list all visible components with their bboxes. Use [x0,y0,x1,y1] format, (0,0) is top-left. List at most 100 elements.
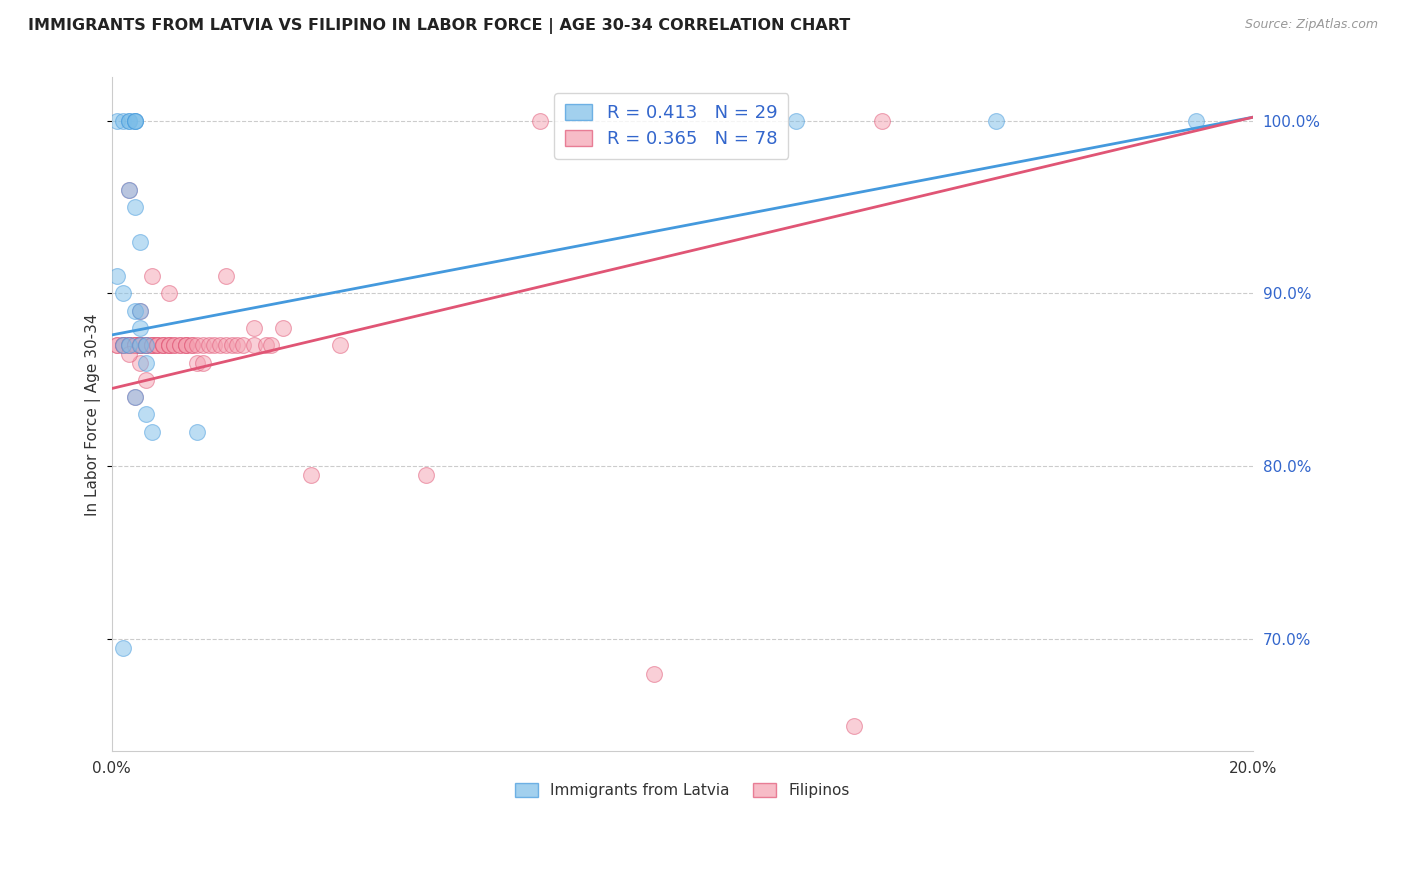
Point [197,338,219,352]
Point [209,338,232,352]
Point [129,338,152,352]
Point [129,303,152,318]
Point [180,338,202,352]
Point [135,338,157,352]
Point [112,338,135,352]
Point [204,338,226,352]
Point [135,356,157,370]
Point [169,338,191,352]
Point [124,338,146,352]
Point [129,303,152,318]
Point [124,390,146,404]
Point [118,183,141,197]
Point [529,113,551,128]
Point [107,338,129,352]
Point [124,200,146,214]
Point [135,338,157,352]
Point [141,338,163,352]
Point [186,425,208,439]
Point [215,338,238,352]
Point [135,338,157,352]
Point [118,113,141,128]
Point [329,338,352,352]
Point [163,338,186,352]
Text: Source: ZipAtlas.com: Source: ZipAtlas.com [1244,18,1378,31]
Point [118,113,141,128]
Point [169,338,191,352]
Point [146,338,169,352]
Point [141,338,163,352]
Point [260,338,283,352]
Point [118,347,141,361]
Point [129,338,152,352]
Point [215,269,238,284]
Point [163,338,186,352]
Point [141,269,163,284]
Point [157,338,180,352]
Point [842,718,865,732]
Point [785,113,807,128]
Point [254,338,277,352]
Point [643,666,665,681]
Point [124,113,146,128]
Point [112,286,135,301]
Point [129,338,152,352]
Point [146,338,169,352]
Point [135,373,157,387]
Point [1185,113,1208,128]
Text: IMMIGRANTS FROM LATVIA VS FILIPINO IN LABOR FORCE | AGE 30-34 CORRELATION CHART: IMMIGRANTS FROM LATVIA VS FILIPINO IN LA… [28,18,851,34]
Point [152,338,174,352]
Point [107,338,129,352]
Point [129,338,152,352]
Point [107,113,129,128]
Point [157,338,180,352]
Point [271,321,294,335]
Point [226,338,249,352]
Point [118,183,141,197]
Point [157,286,180,301]
Point [118,338,141,352]
Point [118,338,141,352]
Point [112,640,135,655]
Point [112,338,135,352]
Point [174,338,197,352]
Point [118,338,141,352]
Point [118,338,141,352]
Point [191,338,214,352]
Point [243,338,266,352]
Point [124,303,146,318]
Point [135,338,157,352]
Point [146,338,169,352]
Point [221,338,243,352]
Legend: Immigrants from Latvia, Filipinos: Immigrants from Latvia, Filipinos [509,777,855,805]
Point [232,338,254,352]
Point [186,338,208,352]
Point [301,467,323,482]
Point [135,408,157,422]
Point [124,113,146,128]
Point [157,338,180,352]
Point [129,321,152,335]
Point [129,356,152,370]
Point [141,425,163,439]
Point [152,338,174,352]
Point [124,338,146,352]
Point [129,338,152,352]
Point [124,390,146,404]
Point [174,338,197,352]
Point [112,338,135,352]
Point [141,338,163,352]
Point [129,235,152,249]
Point [180,338,202,352]
Point [124,338,146,352]
Point [118,338,141,352]
Point [186,356,208,370]
Point [191,356,214,370]
Point [986,113,1008,128]
Point [124,338,146,352]
Point [174,338,197,352]
Point [124,113,146,128]
Point [152,338,174,352]
Point [107,269,129,284]
Point [112,338,135,352]
